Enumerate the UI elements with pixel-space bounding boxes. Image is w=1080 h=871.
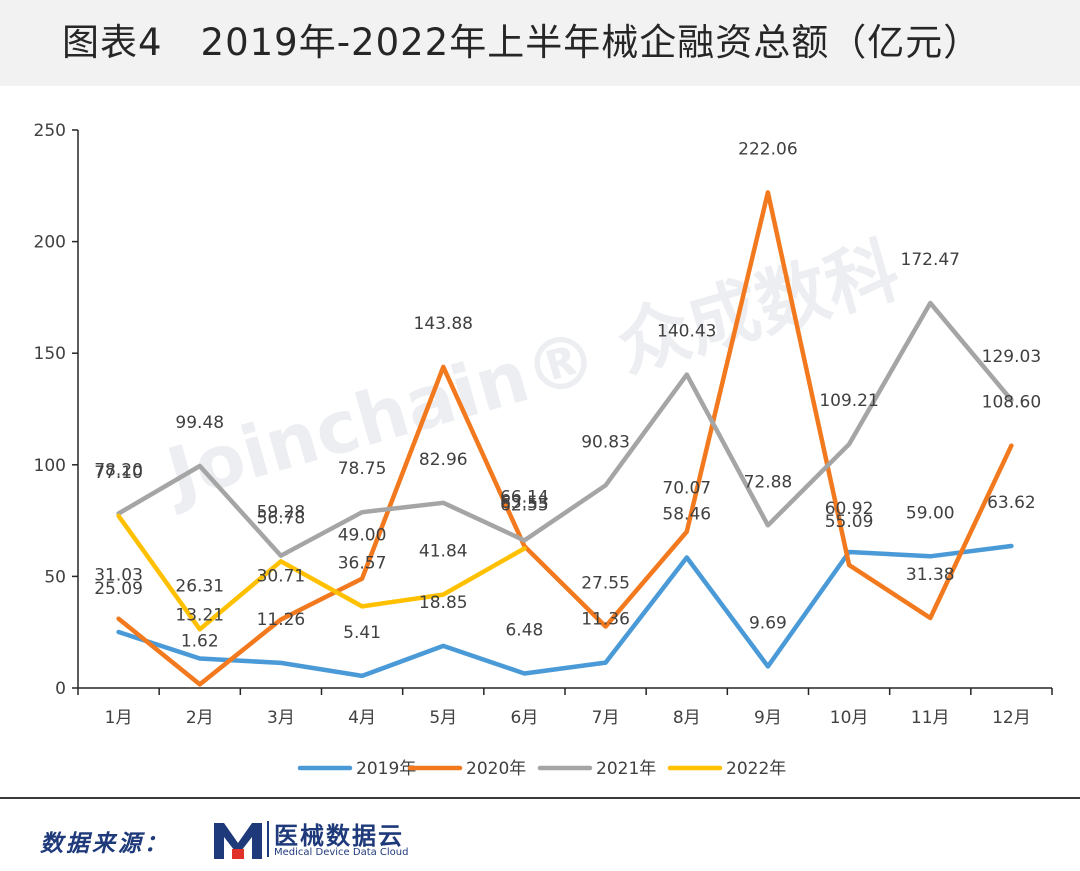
data-label: 9.69: [749, 613, 787, 633]
data-label: 90.83: [581, 432, 630, 452]
y-tick-label: 50: [44, 567, 66, 587]
title-bar: 图表4 2019年-2022年上半年械企融资总额（亿元）: [0, 0, 1080, 86]
data-label: 18.85: [419, 593, 468, 613]
data-label: 109.21: [819, 391, 878, 411]
y-tick-label: 150: [34, 344, 66, 364]
y-tick-label: 100: [34, 456, 66, 476]
x-tick-label: 8月: [673, 708, 701, 728]
data-label: 55.09: [825, 512, 874, 532]
x-tick-label: 12月: [992, 708, 1031, 728]
x-tick-label: 3月: [267, 708, 295, 728]
data-label: 1.62: [181, 631, 219, 651]
series-line-1: [116, 543, 1014, 679]
data-label: 25.09: [94, 579, 143, 599]
data-label: 58.46: [662, 505, 711, 525]
data-label: 31.03: [94, 566, 143, 586]
x-tick-label: 10月: [830, 708, 869, 728]
data-label: 66.14: [500, 487, 549, 507]
series-line-3: [116, 300, 1014, 558]
y-tick-label: 250: [34, 121, 66, 141]
brand-separator: [267, 821, 269, 857]
footer-divider: [0, 797, 1080, 799]
data-label: 82.96: [419, 450, 468, 470]
data-label: 31.38: [906, 565, 955, 585]
data-label: 77.10: [94, 463, 143, 483]
series-line-4: [116, 513, 527, 632]
data-label: 59.28: [257, 503, 306, 523]
x-tick-label: 7月: [592, 708, 620, 728]
data-label: 78.20: [94, 460, 143, 480]
data-label: 49.00: [338, 526, 387, 546]
data-label: 72.88: [744, 472, 793, 492]
x-tick-label: 9月: [754, 708, 782, 728]
data-label: 13.21: [175, 606, 224, 626]
legend-label: 2019年: [356, 759, 416, 779]
series-line-2: [116, 190, 1014, 687]
data-label: 36.57: [338, 553, 387, 573]
data-label: 11.36: [581, 610, 630, 630]
data-label: 26.31: [175, 576, 224, 596]
chart-title: 图表4 2019年-2022年上半年械企融资总额（亿元）: [62, 21, 982, 64]
data-label: 222.06: [738, 139, 797, 159]
x-tick-label: 2月: [186, 708, 214, 728]
data-label: 108.60: [982, 393, 1041, 413]
data-label: 129.03: [982, 347, 1041, 367]
x-tick-label: 1月: [105, 708, 133, 728]
data-label: 6.48: [505, 621, 543, 641]
y-tick-label: 200: [34, 233, 66, 253]
data-label: 63.62: [987, 493, 1036, 513]
data-label: 140.43: [657, 322, 716, 342]
source-label: 数据来源：: [40, 831, 170, 857]
watermark: Joinchain® 众成数科: [153, 227, 907, 517]
x-tick-label: 4月: [348, 708, 376, 728]
data-label: 78.75: [338, 459, 387, 479]
legend-label: 2021年: [596, 759, 656, 779]
x-tick-label: 6月: [511, 708, 539, 728]
data-label: 5.41: [343, 623, 381, 643]
line-chart: Joinchain® 众成数科 0 50 100 150 200 250 1月 2月 3月 4月 5…: [34, 121, 1053, 779]
data-label: 62.55: [500, 495, 549, 515]
legend-label: 2022年: [726, 759, 786, 779]
footer: 数据来源： 医械数据云 Medical Device Data Cloud: [0, 799, 1080, 871]
data-label: 60.92: [825, 499, 874, 519]
y-tick-label: 0: [55, 679, 66, 699]
data-label: 59.00: [906, 503, 955, 523]
brand-logo-icon: [214, 823, 262, 859]
data-label: 99.48: [175, 413, 224, 433]
data-label: 30.71: [257, 566, 306, 586]
data-label: 70.07: [662, 479, 711, 499]
chart-area: Joinchain® 众成数科 0 50 100 150 200 250 1月 2月 3月 4月 5…: [0, 86, 1080, 798]
data-label: 56.78: [257, 508, 306, 528]
x-tick-label: 5月: [429, 708, 457, 728]
brand-name: 医械数据云: [274, 822, 404, 850]
brand-name-en: Medical Device Data Cloud: [274, 847, 409, 858]
data-label: 11.26: [257, 610, 306, 630]
x-tick-label: 11月: [911, 708, 950, 728]
legend-label: 2020年: [466, 759, 526, 779]
data-label: 143.88: [414, 314, 473, 334]
data-label: 27.55: [581, 574, 630, 594]
data-label: 41.84: [419, 542, 468, 562]
data-label: 172.47: [901, 250, 960, 270]
data-label: 63.53: [500, 493, 549, 513]
